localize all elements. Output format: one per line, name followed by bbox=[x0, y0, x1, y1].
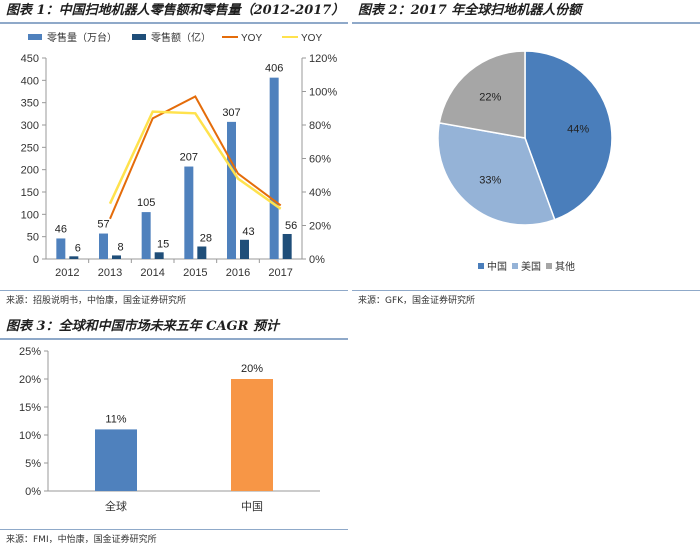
y-tick-label: 20% bbox=[19, 374, 41, 386]
legend-label-1: 零售量（万台） bbox=[47, 31, 117, 44]
data-label-value: 28 bbox=[200, 232, 212, 244]
figure3-panel: 图表 3：全球和中国市场未来五年 CAGR 预计 0% 5% 10% 15% 20% 25… bbox=[0, 316, 348, 547]
bar-volume bbox=[227, 121, 236, 259]
pie-slice-3 bbox=[438, 50, 526, 139]
pie-legend-label-2: 美国 bbox=[521, 260, 541, 273]
bar-value bbox=[69, 256, 79, 259]
pie-data-label-2: 33% bbox=[479, 174, 501, 186]
bar-value bbox=[197, 246, 207, 259]
x-tick-label: 2017 bbox=[268, 267, 292, 279]
figure2-source-rule bbox=[352, 290, 700, 291]
figure3-chart: 0% 5% 10% 15% 20% 25% 11% 全球 20% 中国 bbox=[19, 346, 320, 513]
legend-label-4: YOY bbox=[301, 33, 322, 44]
y-tick-label: 25% bbox=[19, 346, 41, 358]
pie-legend-label-3: 其他 bbox=[555, 260, 575, 273]
figure1-source: 来源：招股说明书，中怡康，国金证券研究所 bbox=[6, 296, 187, 306]
figure2-title: 图表 2：2017 年全球扫地机器人份额 bbox=[352, 0, 700, 24]
bar-volume bbox=[269, 77, 279, 259]
y2-tick-label: 100% bbox=[309, 87, 337, 99]
data-label-volume: 307 bbox=[222, 107, 240, 119]
y-tick-label: 0 bbox=[33, 254, 39, 266]
figure3-source-rule bbox=[0, 529, 348, 530]
bar-volume bbox=[141, 212, 151, 259]
x-tick-label: 2012 bbox=[55, 267, 79, 279]
figure2-chart: 44% 33% 22% 中国 美国 其他 bbox=[437, 50, 613, 273]
data-label-volume: 105 bbox=[137, 197, 155, 209]
cagr-bar-2 bbox=[231, 379, 273, 491]
x-tick-label: 2016 bbox=[226, 267, 250, 279]
y-tick-label: 300 bbox=[21, 120, 39, 132]
data-label-value: 43 bbox=[242, 226, 254, 238]
cagr-data-label-2: 20% bbox=[241, 363, 263, 375]
y2-tick-label: 20% bbox=[309, 221, 331, 233]
pie-slice-1 bbox=[524, 50, 613, 221]
y-tick-label: 15% bbox=[19, 402, 41, 414]
x-tick-label: 2014 bbox=[140, 267, 164, 279]
pie-legend-swatch-2 bbox=[512, 263, 518, 269]
y2-tick-label: 40% bbox=[309, 187, 331, 199]
data-label-volume: 207 bbox=[180, 152, 198, 164]
bar-volume bbox=[99, 233, 108, 259]
y-tick-label: 400 bbox=[21, 75, 39, 87]
y-tick-label: 10% bbox=[19, 430, 41, 442]
figure1-panel: 图表 1：中国扫地机器人零售额和零售量（2012-2017） 零售量（万台） 零售… bbox=[0, 0, 348, 312]
x-tick-label: 全球 bbox=[105, 499, 127, 513]
pie-legend-swatch-1 bbox=[478, 263, 484, 269]
y-tick-label: 150 bbox=[21, 187, 39, 199]
bar-volume bbox=[184, 166, 194, 259]
y-tick-label: 100 bbox=[21, 209, 39, 221]
yoy-line-1 bbox=[109, 95, 282, 220]
y2-tick-label: 120% bbox=[309, 53, 337, 65]
data-label-value: 8 bbox=[117, 241, 123, 253]
data-label-value: 56 bbox=[285, 220, 297, 232]
y-tick-label: 450 bbox=[21, 53, 39, 65]
data-label-volume: 46 bbox=[55, 223, 67, 235]
y2-tick-label: 80% bbox=[309, 120, 331, 132]
figure2-source: 来源：GFK，国金证券研究所 bbox=[358, 296, 476, 306]
y2-tick-label: 0% bbox=[309, 254, 325, 266]
yoy-line-2 bbox=[108, 110, 282, 210]
pie-slice-2 bbox=[437, 122, 556, 226]
data-label-volume: 406 bbox=[265, 63, 283, 75]
bar-volume bbox=[56, 238, 66, 259]
x-tick-label: 中国 bbox=[241, 500, 263, 513]
x-tick-label: 2015 bbox=[183, 267, 207, 279]
y-tick-label: 0% bbox=[25, 486, 41, 498]
cagr-data-label-1: 11% bbox=[105, 413, 126, 425]
x-tick-label: 2013 bbox=[98, 267, 122, 279]
pie-legend-label-1: 中国 bbox=[487, 260, 507, 273]
pie-legend-swatch-3 bbox=[546, 263, 552, 269]
y-tick-label: 50 bbox=[27, 232, 39, 244]
bar-value bbox=[240, 239, 249, 259]
bar-value bbox=[154, 252, 164, 259]
bar-value bbox=[282, 233, 292, 259]
data-label-volume: 57 bbox=[97, 219, 109, 231]
y2-tick-label: 60% bbox=[309, 154, 331, 166]
legend-swatch-1 bbox=[28, 34, 42, 40]
figure2-panel: 图表 2：2017 年全球扫地机器人份额 44% 33% 22% 中国 美国 其他 来源：… bbox=[352, 0, 700, 312]
pie-data-label-3: 22% bbox=[479, 92, 501, 104]
figure3-title: 图表 3：全球和中国市场未来五年 CAGR 预计 bbox=[0, 316, 348, 340]
figure3-source: 来源：FMI，中怡康，国金证券研究所 bbox=[6, 535, 157, 545]
data-label-value: 15 bbox=[157, 238, 169, 250]
data-label-value: 6 bbox=[75, 242, 81, 254]
pie-data-label-1: 44% bbox=[567, 124, 589, 136]
bar-value bbox=[112, 255, 121, 259]
legend-label-2: 零售额（亿） bbox=[151, 31, 211, 44]
cagr-bar-1 bbox=[95, 429, 137, 491]
legend-swatch-2 bbox=[132, 34, 146, 40]
figure1-chart: 零售量（万台） 零售额（亿） YOY YOY 0 50 100 150 200 250 300 350… bbox=[21, 31, 338, 279]
y-tick-label: 350 bbox=[21, 98, 39, 110]
legend-label-3: YOY bbox=[241, 33, 262, 44]
figure1-title: 图表 1：中国扫地机器人零售额和零售量（2012-2017） bbox=[0, 0, 348, 24]
y-tick-label: 200 bbox=[21, 165, 39, 177]
y-tick-label: 250 bbox=[21, 142, 39, 154]
y-tick-label: 5% bbox=[25, 458, 41, 470]
figure1-source-rule bbox=[0, 290, 348, 291]
